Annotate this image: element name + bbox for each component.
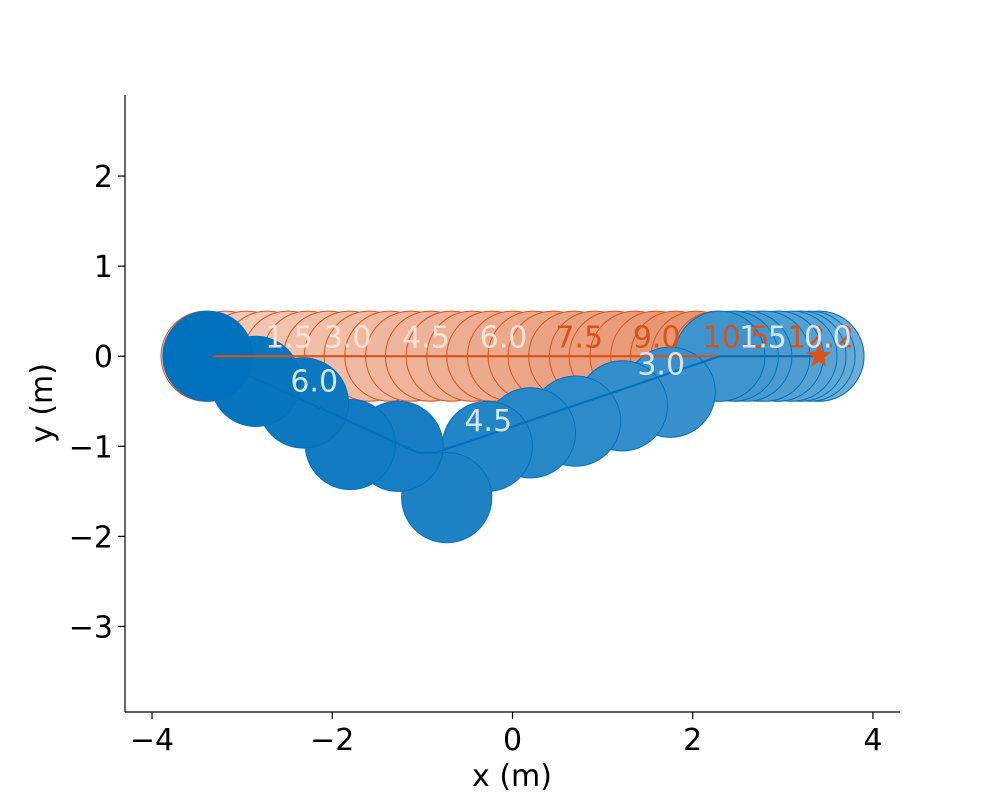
y-axis-title: y (m)	[25, 363, 60, 443]
agent-blue-time-label: 3.0	[637, 347, 685, 382]
agent-orange-time-label: 3.0	[324, 320, 372, 355]
x-axis-title: x (m)	[472, 759, 552, 794]
agent-orange-time-label: 6.0	[480, 320, 528, 355]
agent-orange-time-label: 4.5	[402, 320, 450, 355]
ticks: −4 −2 0 2 4 −3 −2 −1 0 1 2	[69, 160, 883, 758]
agent-blue-time-label: 6.0	[290, 365, 338, 400]
agent-orange-time-label: 7.5	[555, 320, 603, 355]
x-tick-label: 0	[503, 723, 522, 758]
agent-orange-time-label: 9.0	[633, 320, 681, 355]
agent-orange-time-label: 12.2	[787, 320, 854, 355]
y-tick-label: 1	[94, 250, 113, 285]
agent-blue-time-label: 6.8	[195, 320, 243, 355]
agent-orange-start-star	[806, 343, 832, 367]
agent-blue-start-star	[193, 343, 219, 367]
agent-blue-time-label: 1.5	[739, 320, 787, 355]
x-tick-label: 4	[863, 723, 882, 758]
agent-blue-path-line	[205, 355, 819, 454]
agent-blue-group	[162, 310, 865, 544]
y-tick-label: 2	[94, 160, 113, 195]
agent-orange-time-label: 10.5	[703, 320, 770, 355]
y-tick-label: −1	[69, 430, 113, 465]
x-tick-label: −2	[310, 723, 354, 758]
agent-orange-time-label: 1.5	[265, 320, 313, 355]
y-tick-label: 0	[94, 340, 113, 375]
y-tick-label: −3	[69, 610, 113, 645]
agent-blue-time-label: 4.5	[464, 404, 512, 439]
y-tick-label: −2	[69, 520, 113, 555]
agent-blue-time-label: 0.0	[804, 320, 852, 355]
plot-area: 1.5 3.0 4.5 6.0 7.5 9.0 10.5 12.21.53.04.56.06.…	[160, 310, 865, 544]
x-tick-label: −4	[130, 723, 174, 758]
x-tick-label: 2	[683, 723, 702, 758]
